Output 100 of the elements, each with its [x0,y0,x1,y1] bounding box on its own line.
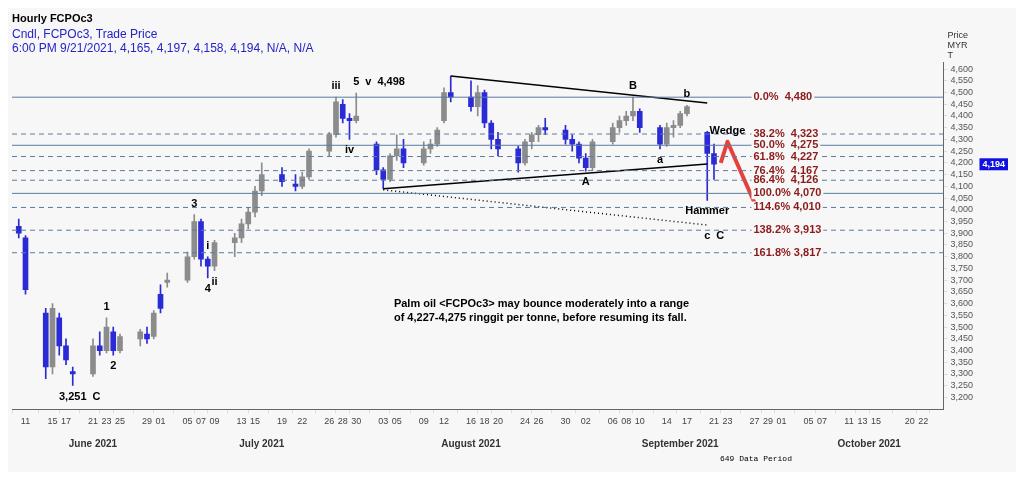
ref-line-label: 76.4% 4,167 [753,163,819,176]
y-tick-label: 4,600 [950,63,974,74]
x-tick-label: 17 [60,416,72,427]
candlestick [231,232,238,258]
y-tick-label: 4,550 [950,75,974,86]
x2-tick-label: July 2021 [239,437,285,449]
x-tick-label: 22 [918,416,929,427]
ref-line-label: 86.4% 4,126 [753,173,819,186]
annotation: a [656,152,664,165]
annotation: Palm oil <FCPOc3> may bounce moderately into a range of 4,227-4,275 ringgit per tonne, before resuming its fall. [393,296,690,323]
annotation: v [365,75,373,87]
y-tick-label: 4,050 [950,192,974,203]
x-tick-label: 10 [634,416,645,427]
y-tick-label: 3,350 [950,356,974,367]
y-tick-label: 3,300 [950,368,974,379]
y-tick-label: 4,200 [950,157,974,168]
y-tick-label: 3,950 [950,216,974,227]
x-tick-label: 07 [816,416,827,427]
ref-line-label: 114.6% 4,010 [753,200,821,213]
annotation: B [629,79,638,92]
candlestick [96,331,103,356]
x-tick-label: 15 [870,416,881,427]
annotation: 2 [110,359,117,372]
x-tick-label: 18 [479,416,490,427]
x-tick-label: 19 [276,416,287,427]
x-tick-label: 30 [560,416,571,427]
x-tick-label: 23 [101,416,112,427]
y-tick-label: 3,650 [950,286,974,297]
x-tick-label: 27 [749,416,760,427]
x-tick-label: 13 [857,416,868,427]
candlestick [353,92,360,124]
x-tick-label: 12 [438,416,449,427]
y-tick-label: 3,900 [950,227,974,238]
x-tick-label: 03 [378,416,389,427]
x-tick-label: 20 [492,416,503,427]
y-tick-label: 3,600 [950,298,974,309]
y-tick-label: 4,350 [950,122,974,133]
candlestick [630,96,636,121]
x-tick-label: 11 [20,416,31,427]
x-tick-label: 26 [324,416,335,427]
x-tick-label: 23 [722,416,733,427]
annotation: 5 [353,75,360,87]
annotation: Hammer [685,204,730,217]
annotation: 4 [204,281,212,294]
annotation: C [92,389,101,402]
y-tick-label: 4,450 [950,98,974,109]
y-tick-label: 4,000 [950,204,974,215]
text: 649 Data Period [719,454,793,464]
x2-tick-label: August 2021 [441,437,502,449]
candlestick [164,272,171,288]
x2-tick-label: September 2021 [641,437,720,449]
x-tick-label: 25 [114,416,126,427]
x2-tick-label: June 2021 [68,437,118,449]
x-tick-label: 29 [762,416,773,427]
x-tick-label: 15 [47,416,58,427]
annotation: b [683,87,691,100]
ref-line-label: 38.2% 4,323 [753,127,819,140]
y-tick-label: 3,200 [950,391,974,402]
annotation: c [704,229,711,242]
x-tick-label: 24 [519,416,530,427]
annotation: A [581,175,590,188]
y-tick-label: 4,150 [950,169,974,180]
y-axis-title: Price MYR T [947,29,968,60]
y-tick-label: 3,800 [950,251,974,262]
x-tick-label: 21 [87,416,99,427]
x-tick-label: 22 [297,416,308,427]
x-tick-label: 09 [209,416,220,427]
annotation: 4,498 [377,75,405,87]
annotation: ii [211,274,218,287]
x-tick-label: 06 [607,416,618,427]
y-tick-label: 3,550 [950,309,974,320]
x2-tick-label: October 2021 [837,437,902,449]
chart-subtitle: Cndl, FCPOc3, Trade Price 6:00 PM 9/21/2021, 4,165, 4,197, 4,158, 4,194, N/A, N/A [12,26,314,56]
y-tick-label: 3,400 [950,345,974,356]
y-tick-label: 4,400 [950,110,974,121]
annotation: 3,251 [58,389,87,402]
x-tick-label: 01 [155,416,166,427]
annotation: iv [344,143,355,156]
x-tick-label: 07 [195,416,206,427]
annotation: C [716,229,725,242]
x-tick-label: 05 [391,416,402,427]
annotation: Wedge [709,123,746,136]
x-tick-label: 16 [465,416,476,427]
x-tick-label: 17 [681,416,692,427]
ref-line-label: 138.2% 3,913 [753,223,822,236]
annotation: i [206,238,210,251]
x-tick-label: 02 [580,416,591,427]
x-tick-label: 05 [182,416,193,427]
x-tick-label: 21 [708,416,719,427]
x-tick-label: 05 [803,416,814,427]
y-tick-label: 3,450 [950,333,974,344]
ref-line-label: 50.0% 4,275 [753,138,819,151]
y-tick-label: 3,500 [950,321,974,332]
y-tick-label: 4,300 [950,133,974,144]
y-tick-label: 4,100 [950,180,974,191]
x-tick-label: 28 [337,416,348,427]
y-tick-label: 3,700 [950,274,974,285]
y-tick-label: 4,250 [950,145,974,156]
annotation: iii [331,79,341,92]
ref-line-label: 100.0% 4,070 [753,186,822,199]
